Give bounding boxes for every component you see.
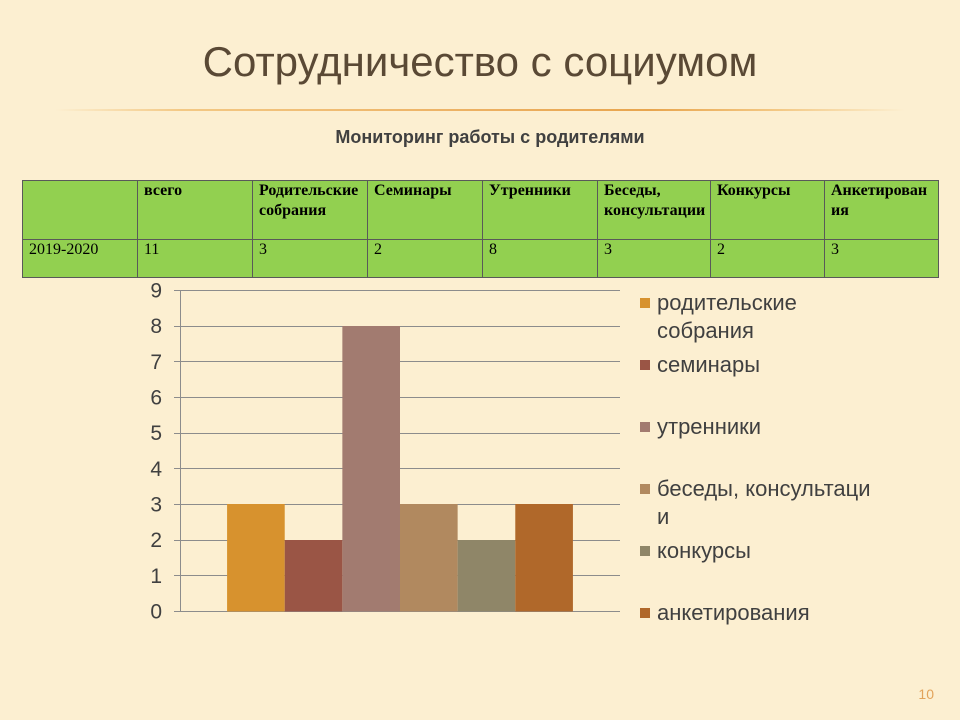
- table-cell: 11: [137, 239, 253, 278]
- legend-item: семинары: [640, 351, 890, 413]
- table-cell: 3: [824, 239, 939, 278]
- bar-chart: 0 1 2 3 4 5 6 7 8 9: [150, 280, 620, 624]
- table-title: Мониторинг работы с родителями: [335, 127, 645, 147]
- table-cell: 8: [482, 239, 598, 278]
- legend-label: родительские собрания: [657, 290, 797, 343]
- y-tick-label: 3: [150, 494, 162, 517]
- legend-item: конкурсы: [640, 537, 890, 599]
- bar-series-6: [515, 504, 573, 612]
- y-tick-label: 6: [150, 387, 162, 410]
- slide-title: Сотрудничество с социумом: [202, 38, 758, 85]
- table-header-cell: Анкетирования: [824, 180, 939, 240]
- title-divider: [55, 109, 905, 111]
- legend-label: утренники: [657, 414, 762, 439]
- y-tick-label: 0: [150, 601, 162, 624]
- table-header-cell: Утренники: [482, 180, 598, 240]
- legend-item: утренники: [640, 413, 890, 475]
- legend-label: беседы, консультации: [657, 476, 871, 529]
- y-tick-label: 9: [150, 280, 162, 303]
- table-header-cell: всего: [137, 180, 253, 240]
- y-tick-label: 5: [150, 422, 162, 445]
- table-header-cell: [22, 180, 138, 240]
- table-header-cell: Конкурсы: [710, 180, 825, 240]
- legend-swatch: [640, 422, 650, 432]
- legend-swatch: [640, 298, 650, 308]
- bar-series-5: [457, 540, 516, 612]
- legend-swatch: [640, 360, 650, 370]
- bar-series-4: [400, 504, 458, 612]
- y-tick-label: 4: [150, 458, 162, 481]
- table-cell: 3: [252, 239, 368, 278]
- chart-legend: родительские собрания семинары утренники…: [640, 289, 890, 661]
- legend-swatch: [640, 484, 650, 494]
- table-cell: 3: [597, 239, 711, 278]
- table-cell: 2: [367, 239, 483, 278]
- legend-item: родительские собрания: [640, 289, 890, 351]
- table-cell: 2: [710, 239, 825, 278]
- table-row: 2019-2020 11 3 2 8 3 2 3: [22, 239, 939, 278]
- bar-series-2: [284, 540, 343, 612]
- legend-label: семинары: [657, 352, 761, 377]
- bar-series-3: [342, 326, 400, 612]
- table-cell: 2019-2020: [22, 239, 138, 278]
- y-tick-label: 2: [150, 529, 162, 552]
- page-number: 10: [918, 686, 934, 702]
- bar-series-1: [227, 504, 285, 612]
- legend-item: анкетирования: [640, 599, 890, 661]
- legend-item: беседы, консультации: [640, 475, 890, 537]
- y-tick-label: 8: [150, 315, 162, 338]
- monitoring-table: всего Родительские собрания Семинары Утр…: [22, 180, 939, 278]
- y-tick-label: 1: [150, 565, 162, 588]
- table-header-cell: Беседы, консультации: [597, 180, 711, 240]
- y-tick-label: 7: [150, 351, 162, 374]
- table-header-cell: Семинары: [367, 180, 483, 240]
- legend-swatch: [640, 608, 650, 618]
- legend-label: анкетирования: [657, 600, 810, 625]
- table-header-cell: Родительские собрания: [252, 180, 368, 240]
- legend-swatch: [640, 546, 650, 556]
- table-header-row: всего Родительские собрания Семинары Утр…: [22, 180, 939, 240]
- legend-label: конкурсы: [657, 538, 751, 563]
